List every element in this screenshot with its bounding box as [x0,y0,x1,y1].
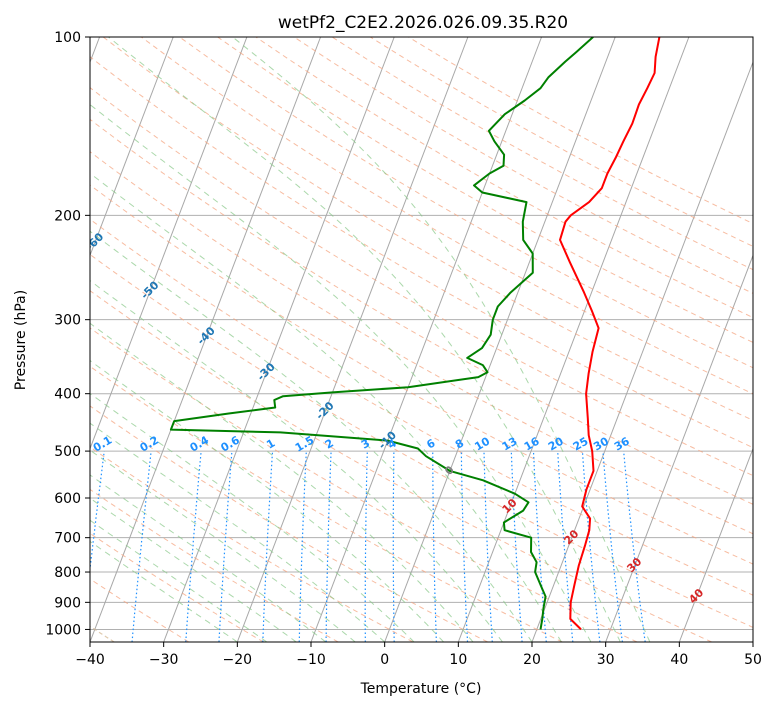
y-tick-label: 400 [54,387,81,403]
mixing-ratio-line [432,451,437,642]
mixing-ratio-line [623,451,646,642]
isotherm-label: -40 [195,324,218,347]
x-tick-label: 20 [523,652,541,668]
isotherm-label: 40 [686,586,706,606]
isotherm-line [531,60,753,642]
moist-adiabat-line [90,359,444,642]
dry-adiabat-line [90,118,753,505]
dry-adiabat-line [90,365,563,642]
isotherm-line [90,37,322,642]
y-tick-label: 100 [54,30,81,46]
moist-adiabat-line [90,103,592,642]
mixing-ratio-line [364,451,368,642]
background-grid [90,37,753,642]
dry-adiabat-line [331,37,753,271]
x-tick-label: 10 [449,652,467,668]
y-tick-label: 300 [54,313,81,329]
mixing-ratio-line [90,451,105,575]
mixing-ratio-line [532,451,547,642]
y-tick-label: 200 [54,208,81,224]
mixing-ratio-line [325,451,332,642]
dry-adiabat-line [90,405,488,642]
moist-adiabat-line [232,37,651,642]
dry-adiabat-line [90,327,638,642]
isotherm-label: -60 [83,230,106,253]
mixing-ratio-line [185,451,202,642]
x-axis-label: Temperature (°C) [360,681,482,697]
plot-frame [89,36,754,643]
mixing-ratio-line [602,451,623,642]
x-tick-label: 50 [744,652,762,668]
dry-adiabat-line [255,37,753,319]
mixing-ratio-label: 8 [453,437,466,452]
dry-adiabat-line [408,37,753,225]
isotherm-line [457,37,690,642]
moist-adiabat-line [90,474,327,642]
moist-adiabat-line [90,449,356,642]
y-tick-label: 600 [54,491,81,507]
sounding-traces [169,37,661,631]
dry-adiabat-line [179,37,753,369]
moist-adiabat-line [90,422,386,642]
mixing-ratio-label: 1 [264,437,277,452]
dry-adiabat-line [90,290,712,642]
dry-adiabat-line [90,488,339,642]
x-tick-label: 30 [597,652,615,668]
y-tick-label: 800 [54,565,81,581]
moist-adiabat-line [90,322,474,642]
moist-adiabat-line [90,279,503,642]
moist-adiabat-line [90,172,562,642]
dry-adiabat-line [90,532,264,642]
isotherm-label: 0 [442,463,457,478]
moist-adiabat-line [90,392,415,642]
dry-adiabat-line [293,37,753,294]
isotherm-line [752,640,753,642]
mixing-ratio-line [392,451,395,642]
dry-adiabat-line [90,184,753,565]
x-tick-label: −30 [149,652,179,668]
y-tick-label: 1000 [45,622,81,638]
isotherm-line [90,37,248,451]
y-tick-label: 900 [54,595,81,611]
y-axis-label: Pressure (hPa) [13,290,29,390]
dewpoint-trace [169,37,594,630]
x-tick-label: −40 [75,652,105,668]
isotherm-line [678,447,753,642]
mixing-ratio-line [262,451,274,642]
isotherm-line [605,254,753,642]
x-tick-label: −10 [296,652,326,668]
isotherm-line [310,37,543,642]
y-tick-label: 500 [54,444,81,460]
x-tick-label: 0 [380,652,389,668]
mixing-ratio-line [460,451,469,642]
mixing-ratio-line [557,451,574,642]
isotherm-line [163,37,395,642]
line-annotations: 0.10.20.40.611.52346810131620253036-100-… [30,176,707,606]
mixing-ratio-line [131,451,152,642]
dry-adiabat-line [90,151,753,535]
x-tick-label: 40 [670,652,688,668]
dry-adiabat-line [217,37,753,343]
moist-adiabat-line [108,37,621,642]
isotherm-label: -70 [30,176,53,199]
isotherm-label: -20 [313,399,336,422]
x-tick-label: −20 [223,652,253,668]
isotherm-line [90,37,174,257]
axes: −40 −30 −20 −10 0 10 20 30 40 5010020030040050060… [45,30,762,668]
y-tick-label: 700 [54,531,81,547]
dry-adiabat-line [141,37,753,395]
isotherm-line [236,37,469,642]
dry-adiabat-line [90,56,753,449]
dry-adiabat-line [90,218,753,596]
dry-adiabat-line [90,253,753,628]
isotherm-label: -30 [255,360,278,383]
temperature-trace [559,37,661,631]
isotherm-line [384,37,616,642]
mixing-ratio-line [483,451,493,642]
chart-title: wetPf2_C2E2.2026.026.09.35.R20 [278,13,568,33]
